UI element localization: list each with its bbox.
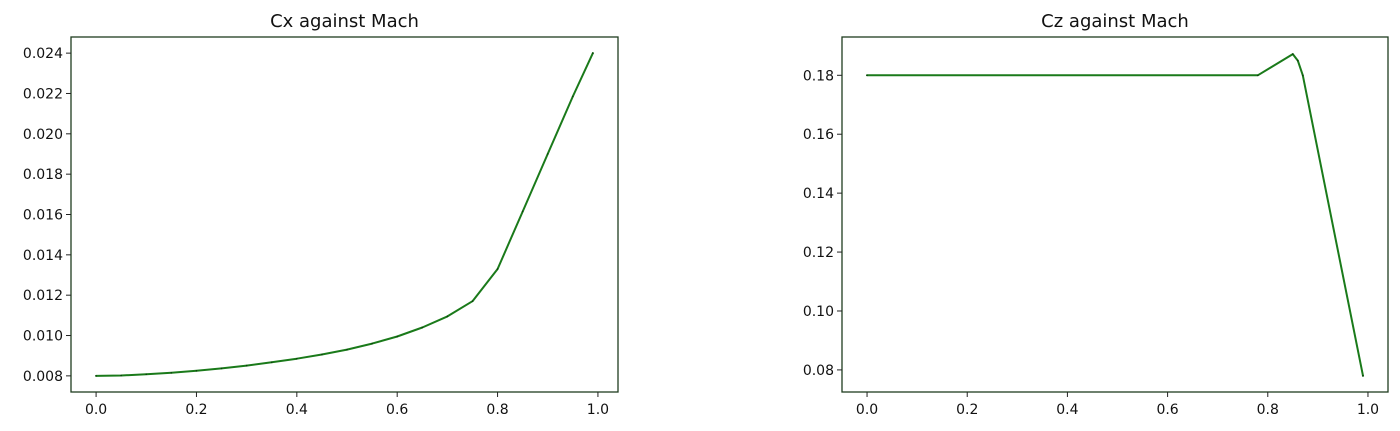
series-line xyxy=(866,53,1364,377)
x-tick-label: 0.8 xyxy=(1257,402,1279,418)
data-point xyxy=(95,375,97,377)
data-point xyxy=(866,74,868,77)
chart-title: Cx against Mach xyxy=(270,11,419,32)
data-point xyxy=(1297,59,1299,62)
x-tick-label: 1.0 xyxy=(1357,402,1379,418)
data-point xyxy=(471,300,474,303)
chart-cz-against-mach: Cz against Mach 0.0 0.2 0.4 0.6 0.8 1.0 0.080… xyxy=(803,11,1389,418)
data-point xyxy=(1362,374,1364,377)
y-tick-label: 0.020 xyxy=(23,127,63,143)
data-point xyxy=(572,95,574,98)
y-tick-label: 0.008 xyxy=(23,369,63,385)
y-tick-label: 0.08 xyxy=(803,363,834,379)
data-point xyxy=(170,372,173,374)
data-point xyxy=(270,361,273,364)
plot-frame xyxy=(841,36,1389,393)
y-tick-label: 0.014 xyxy=(23,248,63,264)
data-point xyxy=(346,348,348,351)
x-tick-label: 0.2 xyxy=(956,402,978,418)
data-point xyxy=(421,326,424,329)
x-tick-label: 0.4 xyxy=(286,402,308,418)
plot-frame xyxy=(70,36,619,393)
y-tick-label: 0.022 xyxy=(23,86,63,102)
data-point xyxy=(1302,74,1304,77)
data-point xyxy=(546,153,549,155)
data-point xyxy=(396,335,398,338)
series-line xyxy=(95,52,594,377)
x-tick-label: 0.0 xyxy=(85,402,107,418)
y-tick-label: 0.18 xyxy=(803,68,834,84)
y-tick-label: 0.024 xyxy=(23,46,63,62)
y-tick-label: 0.16 xyxy=(803,127,834,143)
data-point xyxy=(220,367,223,370)
x-tick-label: 0.6 xyxy=(386,402,408,418)
x-tick-label: 0.6 xyxy=(1156,402,1178,418)
data-point xyxy=(371,342,373,345)
y-tick-label: 0.018 xyxy=(23,167,63,183)
chart-title: Cz against Mach xyxy=(1041,11,1189,32)
x-tick-label: 0.4 xyxy=(1056,402,1078,418)
data-point xyxy=(496,268,499,270)
y-tick-label: 0.10 xyxy=(803,304,834,320)
x-tick-label: 1.0 xyxy=(587,402,609,418)
data-point xyxy=(195,370,198,372)
data-point xyxy=(1256,74,1259,77)
x-tick-label: 0.2 xyxy=(185,402,207,418)
chart-cx-against-mach: Cx against Mach 0.0 0.2 0.4 0.6 0.8 1.0 0.008… xyxy=(23,11,619,418)
y-tick-label: 0.012 xyxy=(23,288,63,304)
y-tick-label: 0.14 xyxy=(803,186,834,202)
y-tick-label: 0.010 xyxy=(23,329,63,345)
data-point xyxy=(592,52,594,54)
y-axis: 0.008 0.010 0.012 0.014 0.016 0.018 0.020 0.022… xyxy=(23,46,71,385)
y-axis: 0.08 0.10 0.12 0.14 0.16 0.18 xyxy=(803,68,842,379)
x-axis: 0.0 0.2 0.4 0.6 0.8 1.0 xyxy=(85,392,609,418)
data-point xyxy=(321,353,323,356)
data-point xyxy=(446,315,449,318)
data-point xyxy=(120,374,122,377)
series-group xyxy=(95,52,594,377)
series-group xyxy=(866,53,1364,377)
data-point xyxy=(296,357,298,360)
data-point xyxy=(1292,53,1294,55)
data-point xyxy=(145,373,148,376)
data-point xyxy=(521,210,524,213)
y-tick-label: 0.016 xyxy=(23,208,63,224)
x-tick-label: 0.0 xyxy=(856,402,878,418)
x-tick-label: 0.8 xyxy=(486,402,508,418)
y-tick-label: 0.12 xyxy=(803,245,834,261)
x-axis: 0.0 0.2 0.4 0.6 0.8 1.0 xyxy=(856,392,1379,418)
data-point xyxy=(245,364,248,367)
